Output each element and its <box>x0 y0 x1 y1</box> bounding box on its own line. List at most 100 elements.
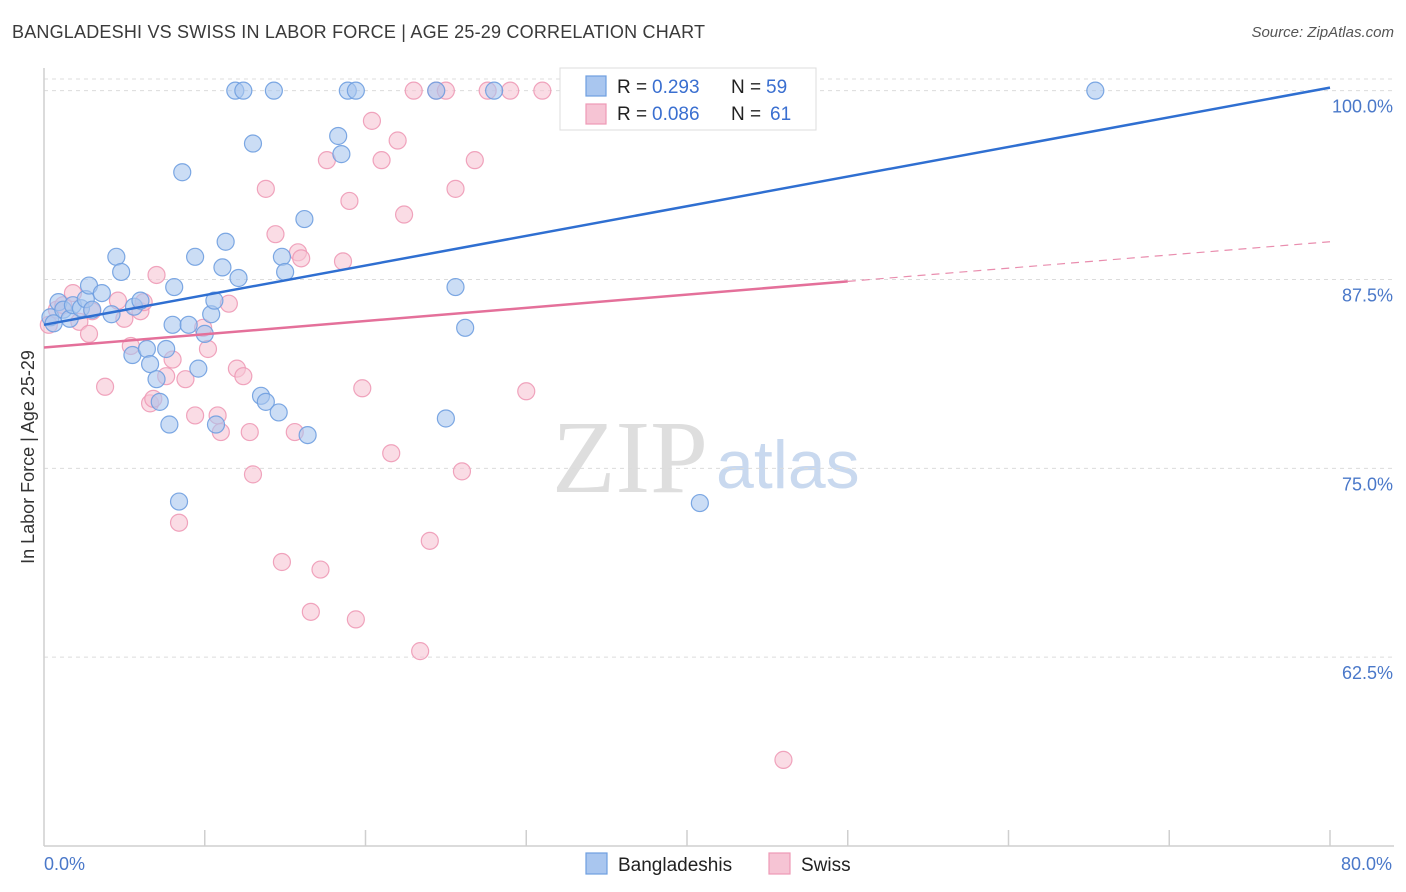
point-bangladeshis <box>446 277 465 297</box>
point-swiss <box>79 324 99 343</box>
point-swiss <box>147 265 166 285</box>
point-bangladeshis <box>234 81 253 100</box>
point-bangladeshis <box>690 493 709 513</box>
point-swiss <box>420 531 439 550</box>
point-bangladeshis <box>112 262 131 282</box>
point-swiss <box>243 465 263 484</box>
point-bangladeshis <box>276 262 295 282</box>
x-tick-marks <box>204 830 1331 846</box>
stats-legend: R = 0.293 N = 59 R = 0.086 N = 61 <box>559 67 817 131</box>
point-bangladeshis <box>346 81 365 100</box>
point-bangladeshis <box>173 163 192 182</box>
point-swiss <box>256 179 275 198</box>
point-swiss <box>362 111 382 130</box>
point-swiss <box>774 750 793 769</box>
y-axis-title: In Labor Force | Age 25-29 <box>18 350 38 564</box>
point-bangladeshis <box>436 409 455 428</box>
point-bangladeshis <box>189 359 208 378</box>
source-credit: Source: ZipAtlas.com <box>1251 24 1394 41</box>
point-bangladeshis <box>206 415 226 434</box>
point-bangladeshis <box>427 81 446 100</box>
point-bangladeshis <box>140 354 160 374</box>
point-bangladeshis <box>229 268 248 288</box>
point-swiss <box>95 377 115 396</box>
y-tick-label: 62.5% <box>1342 663 1393 683</box>
point-bangladeshis <box>456 318 475 337</box>
point-bangladeshis <box>298 425 317 445</box>
point-bangladeshis <box>332 145 351 164</box>
trend-lines <box>43 86 1331 349</box>
point-bangladeshis <box>150 392 169 411</box>
legend-n-value-2: 61 <box>770 104 791 125</box>
point-swiss <box>169 513 189 532</box>
y-tick-label: 100.0% <box>1332 97 1393 117</box>
point-swiss <box>311 560 330 579</box>
point-swiss <box>452 462 472 481</box>
point-swiss <box>446 179 465 198</box>
point-swiss <box>234 367 253 386</box>
point-swiss <box>346 610 365 629</box>
legend-swatch-bangladeshis <box>585 75 607 97</box>
point-bangladeshis <box>137 339 156 359</box>
point-swiss <box>382 444 401 463</box>
point-bangladeshis <box>131 291 150 310</box>
legend-r-label-1: R = <box>617 77 647 98</box>
trend-line-swiss-projection <box>847 241 1331 282</box>
x-tick-label-min: 0.0% <box>44 854 85 874</box>
point-bangladeshis <box>216 232 235 251</box>
series-legend: Bangladeshis Swiss <box>585 852 851 876</box>
point-bangladeshis <box>160 415 179 434</box>
point-bangladeshis <box>295 209 314 229</box>
point-bangladeshis <box>157 339 176 359</box>
point-swiss <box>292 249 311 268</box>
legend-r-value-2: 0.086 <box>652 104 700 125</box>
point-swiss <box>353 379 372 398</box>
bottom-legend-swatch-swiss <box>768 852 791 875</box>
watermark-zip: ZIP <box>552 400 708 515</box>
point-swiss <box>465 151 484 170</box>
point-bangladeshis <box>165 277 184 297</box>
y-tick-label: 87.5% <box>1342 285 1393 305</box>
point-bangladeshis <box>186 247 205 266</box>
point-bangladeshis <box>92 283 111 303</box>
point-bangladeshis <box>213 258 232 277</box>
legend-r-value-1: 0.293 <box>652 77 700 98</box>
point-swiss <box>501 81 520 100</box>
y-tick-labels: 62.5% 75.0% 87.5% 100.0% <box>1332 97 1393 684</box>
legend-n-value-1: 59 <box>766 77 787 98</box>
point-swiss <box>176 370 195 389</box>
point-bangladeshis <box>163 315 182 334</box>
bottom-legend-label-swiss: Swiss <box>801 855 851 876</box>
point-bangladeshis <box>269 403 288 422</box>
point-swiss <box>533 81 552 100</box>
point-swiss <box>394 205 414 224</box>
point-bangladeshis <box>243 134 263 153</box>
point-bangladeshis <box>272 247 292 266</box>
point-swiss <box>272 552 292 572</box>
point-swiss <box>404 81 423 100</box>
point-swiss <box>240 422 259 442</box>
point-bangladeshis <box>329 126 348 146</box>
point-swiss <box>301 602 320 621</box>
bottom-legend-swatch-bangladeshis <box>585 852 608 875</box>
legend-n-label-1: N = <box>731 77 761 98</box>
point-swiss <box>198 339 218 359</box>
point-swiss <box>517 382 536 401</box>
chart-title: BANGLADESHI VS SWISS IN LABOR FORCE | AG… <box>12 22 706 42</box>
point-swiss <box>372 151 391 170</box>
point-bangladeshis <box>147 370 166 389</box>
point-swiss <box>186 406 205 425</box>
bottom-legend-label-bangladeshis: Bangladeshis <box>618 855 732 876</box>
point-bangladeshis <box>107 247 126 266</box>
data-points <box>39 81 1105 769</box>
point-bangladeshis <box>1086 81 1105 100</box>
trend-line-bangladeshis <box>43 86 1331 327</box>
legend-n-label-2: N = <box>731 104 761 125</box>
point-swiss <box>411 642 430 661</box>
point-bangladeshis <box>179 315 198 334</box>
y-tick-label: 75.0% <box>1342 474 1393 494</box>
point-bangladeshis <box>264 81 283 100</box>
point-bangladeshis <box>485 81 504 100</box>
point-bangladeshis <box>256 392 275 411</box>
